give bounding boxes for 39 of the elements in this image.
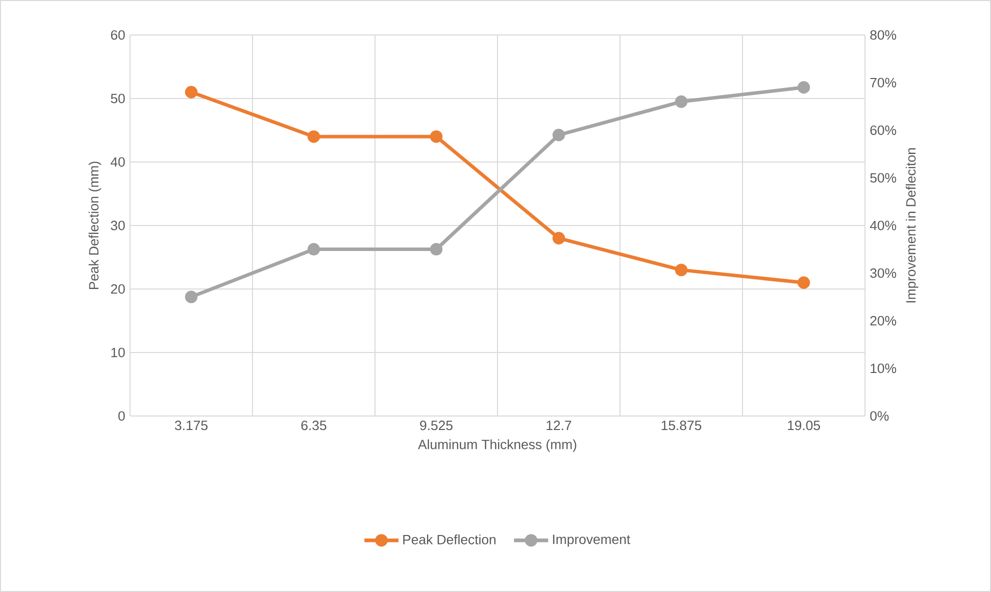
point — [185, 290, 198, 304]
point — [185, 86, 198, 98]
y2-tick-label: 40% — [870, 220, 896, 230]
y2-tick-label: 20% — [870, 316, 896, 326]
y2-tick-label: 30% — [870, 268, 896, 278]
x-tick-label: 12.7 — [546, 420, 572, 430]
y2-tick-label: 0% — [870, 411, 889, 421]
y-axis-title: Peak Deflection (mm) — [88, 162, 102, 290]
y-tick-label: 40 — [110, 157, 125, 167]
x-tick-label: 3.175 — [174, 420, 208, 430]
x-tick-label: 6.35 — [301, 420, 326, 430]
y2-tick-label: 10% — [870, 364, 896, 374]
point — [675, 95, 688, 108]
point — [675, 264, 688, 276]
x-tick-label: 15.875 — [662, 420, 702, 430]
x-tick-label: 9.525 — [420, 420, 453, 430]
legend-label: Peak Deflection — [403, 534, 496, 544]
x-tick-label: 19.05 — [788, 420, 820, 430]
point — [430, 243, 443, 256]
point — [552, 232, 566, 244]
point — [430, 130, 443, 143]
y-tick-label: 50 — [110, 94, 125, 104]
y2-tick-label: 80% — [870, 30, 896, 40]
y2-tick-label: 50% — [870, 173, 896, 183]
point — [308, 130, 320, 143]
point — [798, 276, 810, 289]
y-tick-label: 60 — [111, 30, 125, 40]
y-tick-label: 20 — [111, 284, 125, 294]
y-tick-label: 30 — [110, 220, 125, 230]
legend-label: Improvement — [553, 534, 630, 547]
y2-tick-label: 70% — [870, 78, 896, 88]
y-tick-label: 10 — [111, 348, 125, 358]
point — [308, 243, 320, 256]
y2-tick-label: 60% — [870, 125, 896, 135]
x-axis-title: Aluminum Thickness (mm) — [418, 439, 576, 452]
point — [552, 128, 566, 142]
point — [798, 81, 810, 94]
y2-axis-title: Improvement in Defleciton — [906, 148, 918, 302]
y-tick-label: 0 — [118, 411, 125, 421]
